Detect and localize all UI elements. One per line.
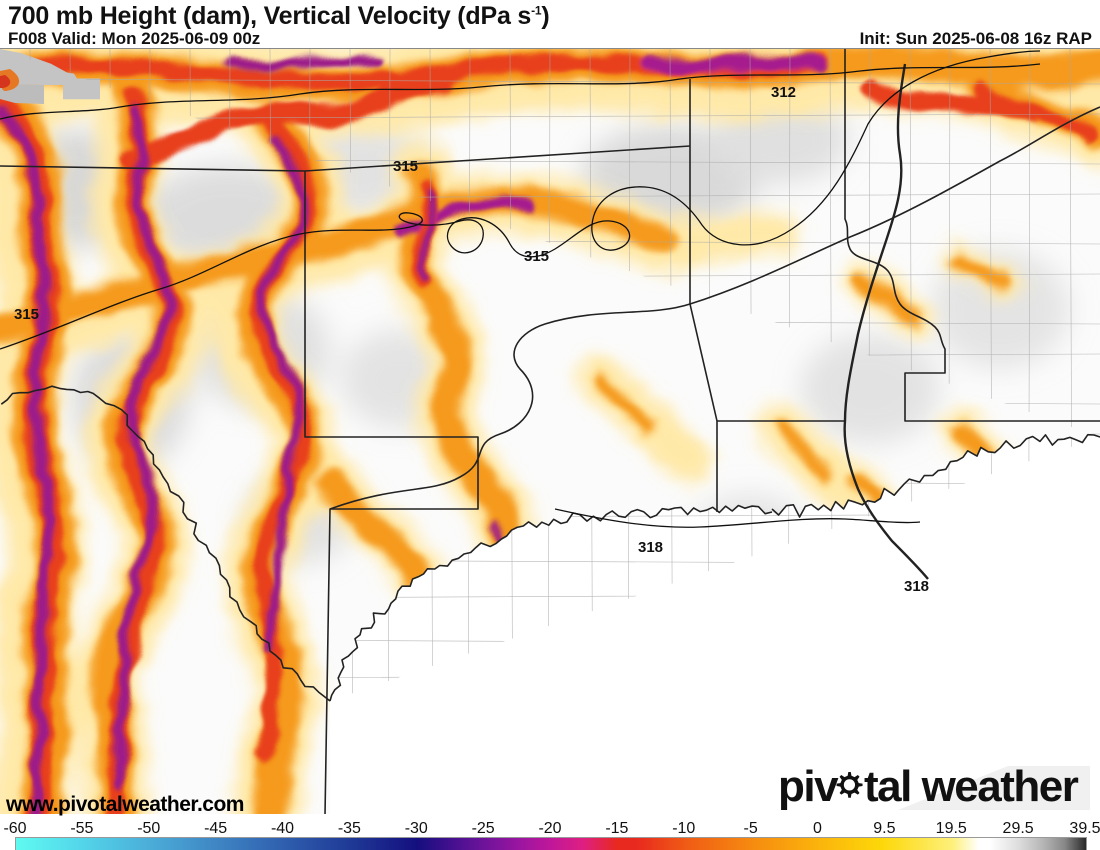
svg-text:tal weather: tal weather bbox=[864, 766, 1079, 810]
svg-text:piv: piv bbox=[778, 766, 839, 810]
svg-text:315: 315 bbox=[524, 248, 549, 265]
svg-text:318: 318 bbox=[904, 578, 929, 595]
svg-text:315: 315 bbox=[14, 306, 39, 323]
svg-text:315: 315 bbox=[393, 158, 418, 175]
svg-text:318: 318 bbox=[638, 539, 663, 556]
svg-text:312: 312 bbox=[771, 84, 796, 101]
